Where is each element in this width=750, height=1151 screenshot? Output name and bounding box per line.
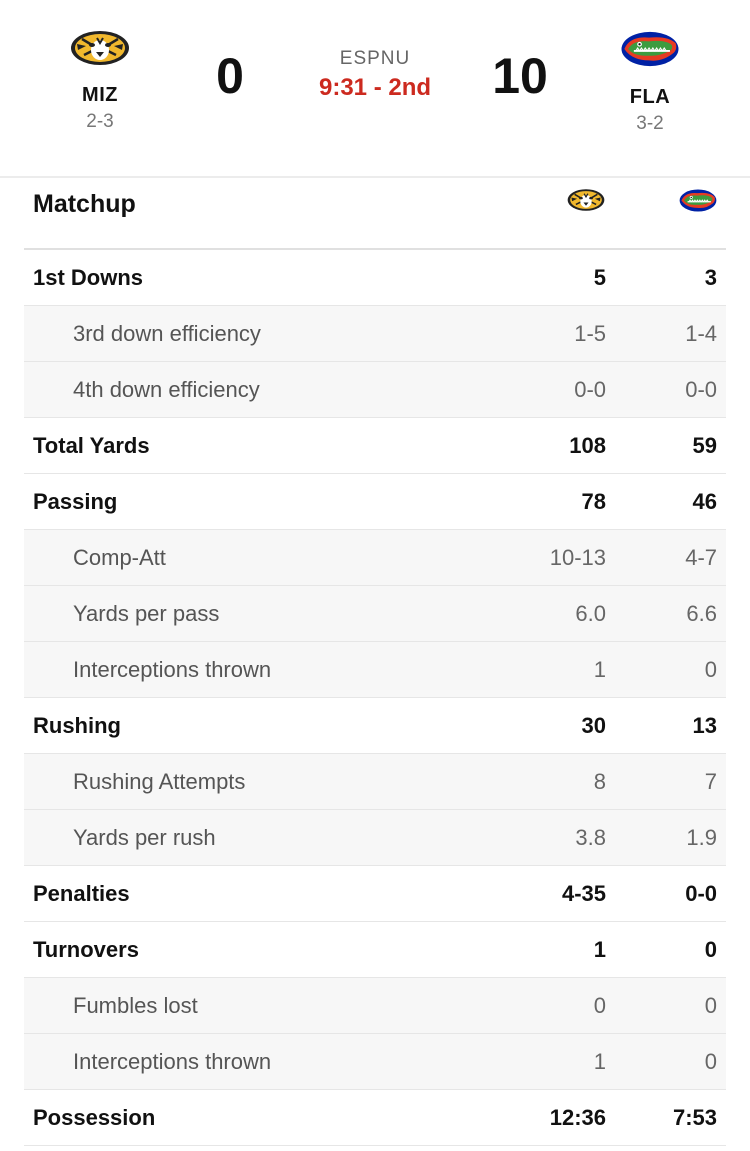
stat-row: Possession 12:36 7:53 (24, 1090, 726, 1146)
stat-row: Interceptions thrown 1 0 (24, 1034, 726, 1090)
away-stat-value: 78 (581, 489, 606, 514)
florida-gator-logo-icon (679, 188, 717, 213)
missouri-tiger-logo-icon (70, 30, 130, 66)
stat-label: Rushing Attempts (73, 769, 246, 794)
stat-row: Interceptions thrown 1 0 (24, 642, 726, 698)
home-stat-value: 0 (704, 993, 717, 1018)
home-team[interactable]: FLA 3-2 (580, 30, 720, 135)
home-score: 10 (492, 48, 548, 104)
matchup-header: Matchup (24, 178, 726, 250)
florida-gator-logo-icon (620, 30, 680, 68)
stat-label: Interceptions thrown (73, 657, 272, 682)
home-stat-value: 7:53 (672, 1105, 717, 1130)
away-stat-value: 30 (581, 713, 606, 738)
away-stat-value: 12:36 (549, 1105, 606, 1130)
home-stat-value: 0 (704, 657, 717, 682)
stat-row: Turnovers 1 0 (24, 922, 726, 978)
home-stat-value: 59 (692, 433, 717, 458)
stat-row: Yards per pass 6.0 6.6 (24, 586, 726, 642)
stat-label: Interceptions thrown (73, 1049, 272, 1074)
stat-rows: 1st Downs 5 3 3rd down efficiency 1-5 1-4 4th … (24, 250, 726, 1146)
home-stat-value: 0-0 (685, 881, 717, 906)
away-stat-value: 1-5 (574, 321, 606, 346)
home-team-abbr: FLA (629, 86, 671, 108)
home-stat-value: 46 (692, 489, 717, 514)
stat-row: Passing 78 46 (24, 474, 726, 530)
away-stat-value: 4-35 (561, 881, 606, 906)
missouri-tiger-logo-icon (567, 188, 605, 212)
away-stat-value: 3.8 (575, 825, 606, 850)
away-stat-value: 1 (593, 657, 606, 682)
away-team[interactable]: MIZ 2-3 (30, 30, 170, 133)
away-team-record: 2-3 (86, 111, 114, 132)
away-stat-value: 1 (593, 937, 606, 962)
away-score: 0 (216, 48, 244, 104)
away-stat-value: 0-0 (574, 377, 606, 402)
stat-label: Penalties (33, 881, 130, 906)
home-stat-value: 3 (704, 265, 717, 290)
stat-label: Possession (33, 1105, 156, 1130)
stat-row: Rushing Attempts 8 7 (24, 754, 726, 810)
stat-row: 3rd down efficiency 1-5 1-4 (24, 306, 726, 362)
home-stat-value: 4-7 (685, 545, 717, 570)
broadcast-network: ESPNU (339, 48, 411, 69)
stat-row: Total Yards 108 59 (24, 418, 726, 474)
stat-label: Fumbles lost (73, 993, 198, 1018)
home-stat-value: 0 (704, 937, 717, 962)
stat-label: Turnovers (33, 937, 139, 962)
home-stat-value: 7 (704, 769, 717, 794)
stat-row: Rushing 30 13 (24, 698, 726, 754)
game-status: ESPNU 9:31 - 2nd (275, 48, 475, 102)
stat-label: Yards per rush (73, 825, 216, 850)
stat-label: 1st Downs (33, 265, 144, 290)
away-stat-value: 0 (593, 993, 606, 1018)
stat-label: Yards per pass (73, 601, 220, 626)
home-team-record: 3-2 (636, 113, 664, 134)
home-stat-value: 13 (692, 713, 717, 738)
scoreboard-header: MIZ 2-3 0 ESPNU 9:31 - 2nd 10 FLA 3-2 (0, 0, 750, 178)
stat-row: Comp-Att 10-13 4-7 (24, 530, 726, 586)
stat-label: 3rd down efficiency (73, 321, 261, 346)
stat-label: 4th down efficiency (73, 377, 260, 402)
home-stat-value: 0 (704, 1049, 717, 1074)
matchup-stats-table: Matchup 1st Downs 5 3 3rd down efficiency 1-… (24, 178, 726, 1146)
away-stat-value: 6.0 (575, 601, 606, 626)
home-stat-value: 1.9 (686, 825, 717, 850)
away-stat-value: 10-13 (549, 545, 606, 570)
home-stat-value: 0-0 (685, 377, 717, 402)
home-stat-value: 1-4 (685, 321, 717, 346)
matchup-title: Matchup (33, 190, 136, 218)
game-clock: 9:31 - 2nd (318, 74, 432, 101)
stat-row: Fumbles lost 0 0 (24, 978, 726, 1034)
away-stat-value: 108 (569, 433, 606, 458)
stat-label: Total Yards (33, 433, 150, 458)
away-stat-value: 8 (593, 769, 606, 794)
away-stat-value: 5 (593, 265, 606, 290)
stat-row: Yards per rush 3.8 1.9 (24, 810, 726, 866)
stat-label: Passing (33, 489, 118, 514)
stat-row: 1st Downs 5 3 (24, 250, 726, 306)
home-stat-value: 6.6 (686, 601, 717, 626)
away-team-abbr: MIZ (82, 84, 118, 106)
stat-label: Rushing (33, 713, 121, 738)
stat-label: Comp-Att (73, 545, 166, 570)
away-stat-value: 1 (593, 1049, 606, 1074)
stat-row: 4th down efficiency 0-0 0-0 (24, 362, 726, 418)
stat-row: Penalties 4-35 0-0 (24, 866, 726, 922)
